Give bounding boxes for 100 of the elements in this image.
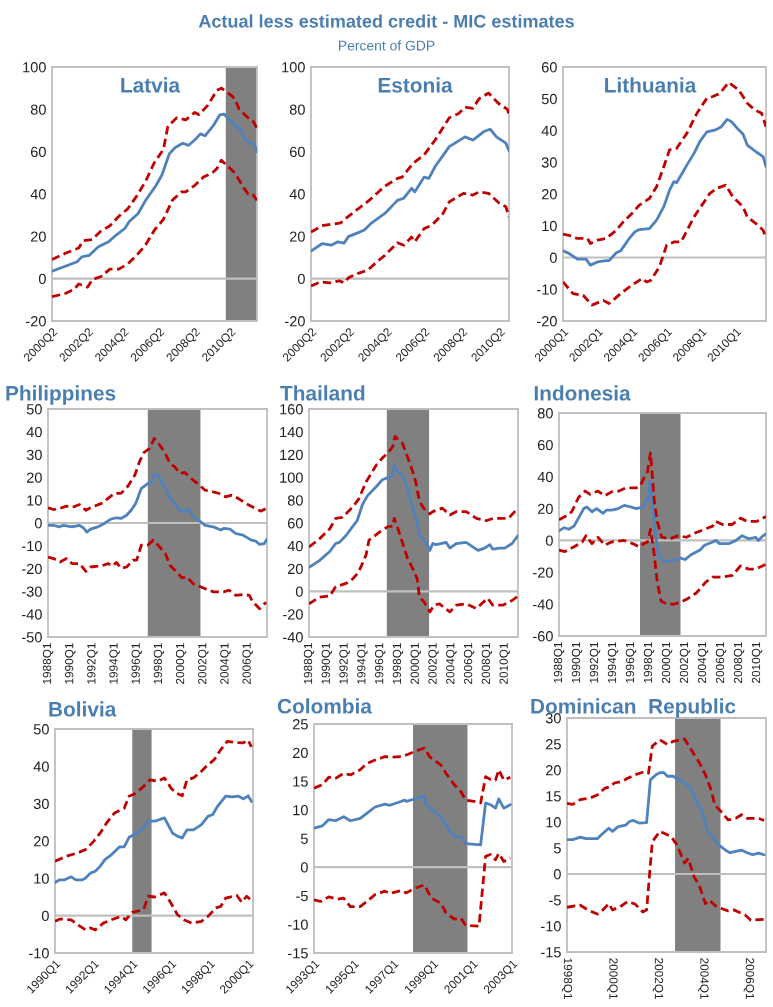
y-tick-label: 60 [541,62,557,73]
y-tick-label: 10 [293,804,308,816]
line-series [311,127,509,253]
y-tick-label: -10 [541,921,561,932]
line-series [55,738,253,863]
x-tick-label: 2004Q1 [697,642,709,683]
x-tick-label: 1994Q1 [607,642,619,683]
y-tick-label: -20 [22,563,42,575]
x-tick-label: 1996Q1 [131,643,142,684]
y-tick-label: 160 [280,404,303,415]
x-tick-label: 2002Q1 [428,643,439,684]
x-tick-label: 2006Q1 [715,642,727,683]
x-tick-label: 1998Q1 [561,958,573,999]
y-tick-label: 15 [293,776,308,787]
y-tick-label: 60 [287,518,303,529]
y-tick-label: 20 [26,472,42,483]
line-series [55,891,253,932]
chart-title: Philippines [6,385,116,405]
y-tick-label: -50 [22,632,42,643]
x-tick-label: 2002Q1 [652,958,664,999]
y-tick-label: -15 [541,947,561,958]
y-tick-label: 0 [38,273,46,285]
line-series [567,771,766,857]
x-tick-label: 1992Q1 [339,643,350,684]
x-tick-label: 1994Q1 [109,643,120,684]
y-tick-label: 20 [292,747,308,759]
x-tick-label: 1998Q1 [643,642,655,683]
y-tick-label: 0 [295,586,303,597]
y-tick-label: 80 [537,408,553,419]
y-tick-label: 0 [41,910,49,922]
y-tick-label: 40 [541,125,557,136]
line-series [309,463,518,569]
line-series [559,527,766,606]
y-tick-label: 30 [33,798,49,810]
y-tick-label: 40 [287,540,303,552]
y-tick-label: -40 [533,599,553,610]
y-tick-label: 30 [26,449,42,461]
x-tick-label: 1990Q1 [64,643,76,684]
y-tick-label: 0 [297,273,305,285]
x-tick-label: 2010Q1 [751,642,763,683]
line-series [309,434,518,549]
x-tick-label: 2002Q1 [679,642,691,683]
x-tick-label: 1998Q1 [153,643,165,684]
y-tick-label: -20 [283,609,303,620]
chart-title: Lithuania [605,77,697,93]
x-tick-label: 2006Q1 [743,958,755,999]
line-series [314,746,512,805]
y-tick-label: 0 [545,535,553,546]
y-tick-label: 80 [30,104,46,115]
chart-title: Latvia [121,77,181,93]
y-tick-label: -60 [533,631,553,642]
y-tick-label: 20 [289,231,305,242]
line-series [311,91,509,234]
x-tick-label: 2006Q1 [463,643,475,684]
x-tick-label: 1988Q1 [42,643,54,684]
chart-title: Bolivia [49,701,117,717]
line-series [52,112,257,273]
chart-title: Indonesia [534,385,631,401]
y-tick-label: 20 [541,189,557,200]
y-tick-label: -20 [533,567,553,578]
y-tick-label: 20 [537,503,553,514]
x-tick-label: 2006Q1 [242,643,253,684]
line-series [563,183,766,307]
x-tick-label: 2008Q1 [481,643,493,684]
y-tick-label: -10 [22,540,42,552]
y-tick-label: 50 [26,404,42,415]
x-tick-label: 1992Q1 [87,643,98,684]
x-tick-label: 1996Q1 [374,643,386,684]
y-tick-label: -10 [288,919,308,930]
y-tick-label: 60 [289,146,305,158]
line-series [567,737,766,822]
line-series [311,190,509,288]
y-tick-label: 140 [280,426,303,438]
x-tick-label: 1990Q1 [321,643,333,684]
text: Percent of GDP [339,40,435,51]
y-tick-label: 30 [541,157,557,168]
x-tick-label: 2004Q1 [220,643,231,684]
x-tick-label: 2008Q1 [733,642,745,683]
x-tick-label: 1994Q1 [357,643,368,684]
line-series [314,794,512,847]
x-tick-label: 1988Q1 [553,642,565,683]
y-tick-label: -40 [22,609,42,620]
y-tick-label: 10 [546,817,561,828]
y-tick-label: 60 [30,146,46,158]
line-series [559,451,766,541]
line-series [563,118,766,267]
y-tick-label: 40 [33,761,49,772]
x-tick-label: 1996Q1 [625,642,637,683]
y-tick-label: 80 [287,495,303,506]
y-tick-label: 0 [34,518,42,529]
line-series [567,829,766,922]
line-series [559,480,766,563]
x-tick-label: 2000Q1 [175,643,187,684]
y-tick-label: 0 [549,252,557,263]
y-tick-label: -20 [285,316,305,327]
y-tick-label: 0 [300,862,308,873]
y-tick-label: 80 [289,104,305,115]
x-tick-label: 2002Q1 [198,643,209,684]
y-tick-label: 10 [542,220,557,232]
y-tick-label: 100 [280,472,303,483]
